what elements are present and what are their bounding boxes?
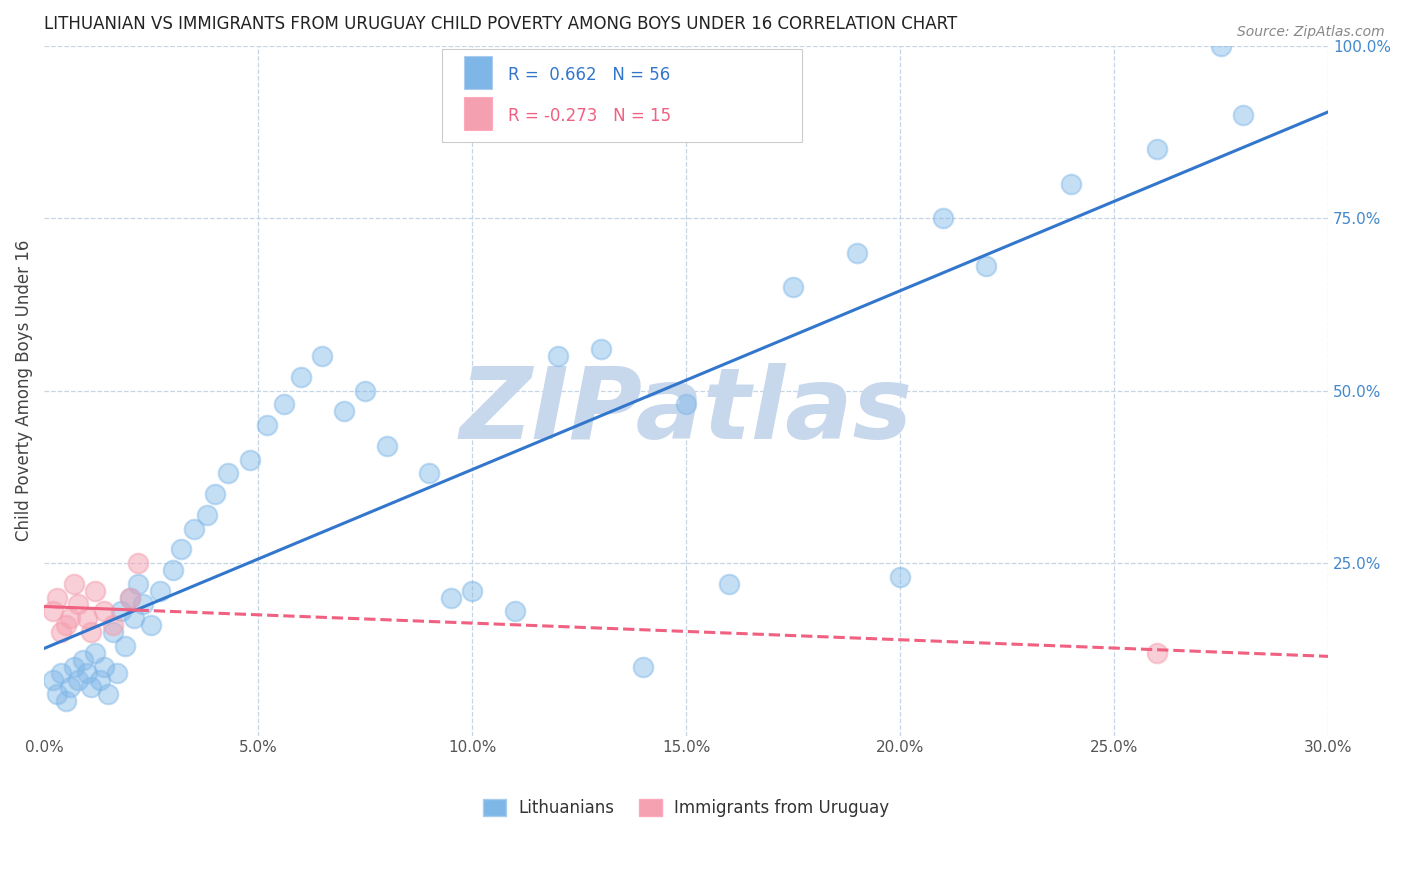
- Point: [1146, 646, 1168, 660]
- FancyBboxPatch shape: [441, 49, 801, 142]
- Text: Source: ZipAtlas.com: Source: ZipAtlas.com: [1237, 25, 1385, 39]
- Text: R = -0.273   N = 15: R = -0.273 N = 15: [508, 107, 671, 126]
- Point: [1146, 142, 1168, 156]
- Bar: [464, 55, 492, 89]
- Point: [105, 666, 128, 681]
- Point: [589, 343, 612, 357]
- Point: [782, 280, 804, 294]
- Point: [195, 508, 218, 522]
- Point: [440, 591, 463, 605]
- Point: [127, 576, 149, 591]
- Point: [375, 439, 398, 453]
- Y-axis label: Child Poverty Among Boys Under 16: Child Poverty Among Boys Under 16: [15, 240, 32, 541]
- Point: [55, 618, 77, 632]
- Point: [59, 611, 82, 625]
- Point: [93, 604, 115, 618]
- Point: [72, 653, 94, 667]
- Point: [51, 625, 73, 640]
- Point: [170, 542, 193, 557]
- Text: ZIPatlas: ZIPatlas: [460, 363, 912, 459]
- Text: LITHUANIAN VS IMMIGRANTS FROM URUGUAY CHILD POVERTY AMONG BOYS UNDER 16 CORRELAT: LITHUANIAN VS IMMIGRANTS FROM URUGUAY CH…: [44, 15, 957, 33]
- Point: [101, 625, 124, 640]
- Point: [149, 583, 172, 598]
- Point: [932, 211, 955, 226]
- Point: [717, 576, 740, 591]
- Point: [183, 522, 205, 536]
- Point: [162, 563, 184, 577]
- Point: [89, 673, 111, 688]
- Point: [290, 369, 312, 384]
- Point: [63, 576, 86, 591]
- Point: [59, 680, 82, 694]
- Point: [67, 673, 90, 688]
- Point: [127, 556, 149, 570]
- Legend: Lithuanians, Immigrants from Uruguay: Lithuanians, Immigrants from Uruguay: [477, 792, 896, 823]
- Point: [846, 245, 869, 260]
- Point: [131, 598, 153, 612]
- Point: [55, 694, 77, 708]
- Point: [118, 591, 141, 605]
- Point: [139, 618, 162, 632]
- Point: [503, 604, 526, 618]
- Point: [1060, 177, 1083, 191]
- Point: [41, 673, 63, 688]
- Point: [974, 260, 997, 274]
- Point: [93, 659, 115, 673]
- Point: [84, 646, 107, 660]
- Point: [51, 666, 73, 681]
- Point: [97, 687, 120, 701]
- Point: [41, 604, 63, 618]
- Point: [238, 452, 260, 467]
- Point: [461, 583, 484, 598]
- Point: [114, 639, 136, 653]
- Point: [332, 404, 354, 418]
- Point: [1232, 108, 1254, 122]
- Point: [354, 384, 377, 398]
- Point: [46, 687, 69, 701]
- Point: [80, 680, 103, 694]
- Point: [204, 487, 226, 501]
- Point: [122, 611, 145, 625]
- Point: [63, 659, 86, 673]
- Point: [1211, 38, 1233, 53]
- Point: [110, 604, 132, 618]
- Text: R =  0.662   N = 56: R = 0.662 N = 56: [508, 66, 669, 84]
- Point: [256, 418, 278, 433]
- Point: [76, 666, 98, 681]
- Point: [101, 618, 124, 632]
- Point: [418, 467, 440, 481]
- Point: [547, 349, 569, 363]
- Point: [273, 397, 295, 411]
- Point: [217, 467, 239, 481]
- Point: [46, 591, 69, 605]
- Point: [118, 591, 141, 605]
- Point: [80, 625, 103, 640]
- Point: [675, 397, 697, 411]
- Bar: [464, 97, 492, 130]
- Point: [311, 349, 333, 363]
- Point: [84, 583, 107, 598]
- Point: [889, 570, 911, 584]
- Point: [67, 598, 90, 612]
- Point: [633, 659, 655, 673]
- Point: [76, 611, 98, 625]
